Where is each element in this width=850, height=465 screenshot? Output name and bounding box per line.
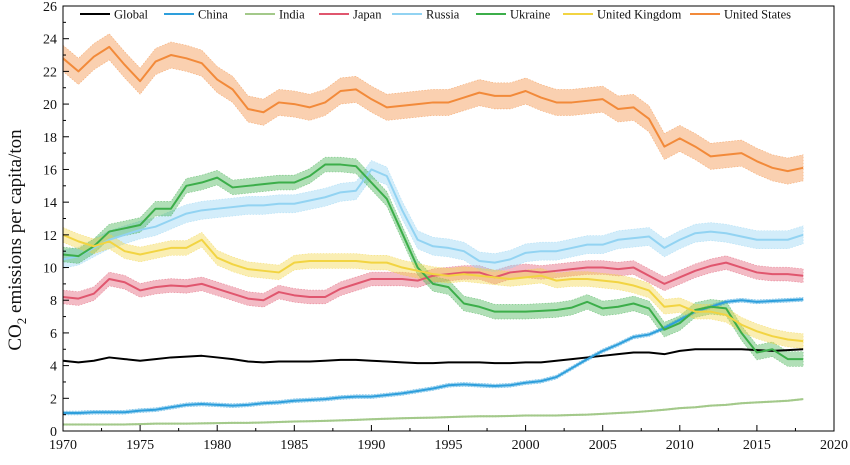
legend-label-ukraine: Ukraine: [510, 8, 551, 22]
y-tick-label: 4: [50, 360, 57, 375]
x-tick-label: 2010: [666, 438, 694, 453]
x-tick-label: 1975: [126, 438, 154, 453]
legend-label-india: India: [279, 8, 305, 22]
band-united-states: [62, 33, 804, 185]
series-line-ukraine: [62, 163, 804, 361]
legend-label-united-states: United States: [724, 8, 791, 22]
y-tick-label: 12: [43, 229, 57, 244]
legend-label-china: China: [198, 8, 228, 22]
series-line-russia: [62, 168, 804, 264]
y-tick-label: 0: [50, 425, 57, 440]
band-ukraine: [62, 156, 804, 367]
x-tick-label: 1980: [203, 438, 231, 453]
legend: Global China India Japan Russia Ukraine United…: [80, 8, 791, 22]
band-india: [62, 397, 804, 426]
y-tick-label: 24: [43, 33, 57, 48]
band-united-kingdom: [62, 227, 804, 349]
x-tick-label: 1970: [49, 438, 77, 453]
x-tick-label: 1990: [357, 438, 385, 453]
y-tick-label: 14: [43, 196, 57, 211]
y-tick-label: 20: [43, 98, 57, 113]
confidence-bands: [62, 33, 804, 426]
y-tick-label: 16: [43, 163, 57, 178]
x-tick-label: 2005: [589, 438, 617, 453]
band-china: [62, 297, 804, 416]
y-tick-label: 6: [50, 327, 57, 342]
x-tick-label: 2020: [820, 438, 848, 453]
legend-label-united-kingdom: United Kingdom: [597, 8, 682, 22]
y-tick-label: 8: [50, 294, 57, 309]
legend-label-global: Global: [114, 8, 149, 22]
legend-label-japan: Japan: [353, 8, 382, 22]
series-line-japan: [62, 261, 804, 302]
series-lines: [62, 45, 804, 426]
series-line-united-states: [62, 45, 804, 173]
y-axis-label: CO2 emissions per capita/ton: [5, 129, 29, 351]
y-tick-label: 10: [43, 262, 57, 277]
x-tick-label: 2000: [512, 438, 540, 453]
series-line-india: [63, 398, 804, 426]
band-russia: [62, 160, 804, 272]
x-tick-label: 1995: [435, 438, 463, 453]
legend-label-russia: Russia: [426, 8, 460, 22]
x-tick-label: 1985: [280, 438, 308, 453]
y-tick-label: 26: [43, 0, 57, 15]
y-tick-label: 22: [43, 65, 57, 80]
x-tick-label: 2015: [743, 438, 771, 453]
series-line-china: [63, 298, 804, 415]
y-tick-label: 2: [50, 392, 57, 407]
axes: 1970 1975 1980 1985 1990 1995 2000 2005 2010 2015…: [43, 0, 848, 453]
series-line-global: [62, 348, 804, 365]
series-line-united-kingdom: [62, 233, 804, 343]
y-tick-label: 18: [43, 131, 57, 146]
